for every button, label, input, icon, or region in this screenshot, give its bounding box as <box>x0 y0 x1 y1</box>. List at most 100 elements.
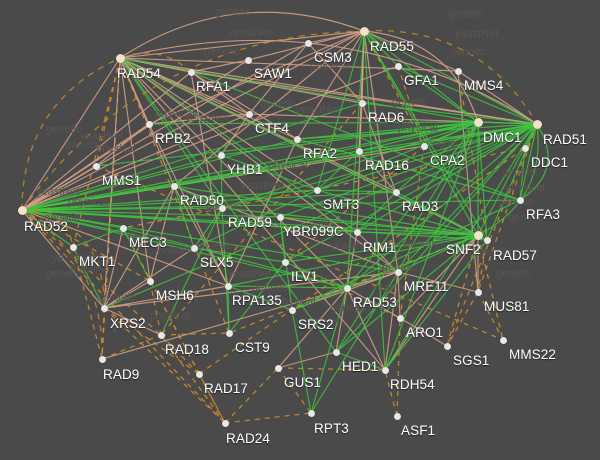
graph-node-rfa3[interactable] <box>516 196 524 204</box>
node-label-yhb1[interactable]: YHB1 <box>227 162 263 177</box>
node-label-smt3[interactable]: SMT3 <box>323 197 360 212</box>
graph-node-rad57[interactable] <box>483 236 491 244</box>
graph-node-rdh54[interactable] <box>381 366 389 374</box>
graph-node-ddc1[interactable] <box>521 144 529 152</box>
node-label-xrs2[interactable]: XRS2 <box>110 316 146 331</box>
graph-node-dmc1[interactable] <box>473 117 483 127</box>
graph-node-srs2[interactable] <box>288 306 296 314</box>
node-label-saw1[interactable]: SAW1 <box>254 66 293 81</box>
node-label-mms22[interactable]: MMS22 <box>509 347 557 362</box>
graph-node-rfa2[interactable] <box>293 135 301 143</box>
graph-node-xrs2[interactable] <box>100 304 108 312</box>
node-label-rad3[interactable]: RAD3 <box>402 199 439 214</box>
graph-node-snf2[interactable] <box>473 230 483 240</box>
graph-node-mms22[interactable] <box>499 336 507 344</box>
graph-node-slx5[interactable] <box>190 244 198 252</box>
graph-node-mre11[interactable] <box>394 268 402 276</box>
node-label-rad52[interactable]: RAD52 <box>24 219 69 234</box>
graph-node-hed1[interactable] <box>332 348 340 356</box>
node-label-ctf4[interactable]: CTF4 <box>255 121 290 136</box>
graph-node-ctf4[interactable] <box>245 110 253 118</box>
graph-node-rad51[interactable] <box>532 119 542 129</box>
node-label-rad6[interactable]: RAD6 <box>368 110 405 125</box>
graph-node-rad9[interactable] <box>98 355 106 363</box>
node-label-rad54[interactable]: RAD54 <box>117 66 162 81</box>
graph-node-rad55[interactable] <box>359 26 369 36</box>
node-label-mms1[interactable]: MMS1 <box>102 173 142 188</box>
node-label-cpa2[interactable]: CPA2 <box>430 153 465 168</box>
graph-node-rad3[interactable] <box>392 188 400 196</box>
graph-node-rad59[interactable] <box>218 204 226 212</box>
graph-node-rfa1[interactable] <box>187 68 195 76</box>
node-label-rim1[interactable]: RIM1 <box>363 240 396 255</box>
graph-node-yhb1[interactable] <box>217 151 225 159</box>
graph-node-rpt3[interactable] <box>307 409 315 417</box>
graph-node-rad16[interactable] <box>355 147 363 155</box>
graph-node-rad18[interactable] <box>157 331 165 339</box>
node-label-rad55[interactable]: RAD55 <box>370 39 415 54</box>
node-label-asf1[interactable]: ASF1 <box>401 423 436 438</box>
node-label-rad50[interactable]: RAD50 <box>180 193 225 208</box>
graph-node-rad50[interactable] <box>170 182 178 190</box>
node-label-rdh54[interactable]: RDH54 <box>390 377 435 392</box>
node-label-rad24[interactable]: RAD24 <box>226 431 271 446</box>
graph-node-ilv1[interactable] <box>281 258 289 266</box>
node-label-rad16[interactable]: RAD16 <box>365 158 410 173</box>
graph-node-mus81[interactable] <box>474 288 482 296</box>
graph-node-asf1[interactable] <box>393 412 401 420</box>
graph-node-mms4[interactable] <box>454 67 462 75</box>
graph-node-cst9[interactable] <box>225 329 233 337</box>
graph-node-saw1[interactable] <box>244 56 252 64</box>
node-label-mkt1[interactable]: MKT1 <box>79 254 116 269</box>
graph-node-rad53[interactable] <box>343 284 351 292</box>
node-label-rfa2[interactable]: RFA2 <box>303 146 338 161</box>
node-label-mre11[interactable]: MRE11 <box>404 279 449 294</box>
node-label-sgs1[interactable]: SGS1 <box>453 353 490 368</box>
graph-node-ybr099c[interactable] <box>276 213 284 221</box>
node-label-cst9[interactable]: CST9 <box>235 340 270 355</box>
node-label-hed1[interactable]: HED1 <box>342 359 379 374</box>
graph-node-mkt1[interactable] <box>69 243 77 251</box>
node-label-msh6[interactable]: MSH6 <box>156 288 194 303</box>
node-label-rfa1[interactable]: RFA1 <box>196 79 231 94</box>
node-label-gus1[interactable]: GUS1 <box>284 375 322 390</box>
graph-node-rim1[interactable] <box>353 228 361 236</box>
node-label-rad51[interactable]: RAD51 <box>543 132 588 147</box>
graph-node-rad24[interactable] <box>221 419 229 427</box>
node-label-rpb2[interactable]: RPB2 <box>155 131 191 146</box>
node-label-rpt3[interactable]: RPT3 <box>314 421 349 436</box>
graph-node-rad17[interactable] <box>195 370 203 378</box>
node-label-rad18[interactable]: RAD18 <box>165 342 210 357</box>
node-label-rfa3[interactable]: RFA3 <box>526 207 561 222</box>
node-label-rad9[interactable]: RAD9 <box>103 367 140 382</box>
graph-node-rad54[interactable] <box>115 53 125 63</box>
node-label-rad17[interactable]: RAD17 <box>204 381 249 396</box>
graph-node-smt3[interactable] <box>313 186 321 194</box>
node-label-slx5[interactable]: SLX5 <box>200 255 234 270</box>
node-label-rad57[interactable]: RAD57 <box>493 248 538 263</box>
node-label-aro1[interactable]: ARO1 <box>406 325 444 340</box>
node-label-mec3[interactable]: MEC3 <box>129 235 167 250</box>
node-label-rad53[interactable]: RAD53 <box>353 295 398 310</box>
node-label-srs2[interactable]: SRS2 <box>298 317 334 332</box>
graph-node-rpb2[interactable] <box>145 120 153 128</box>
node-label-rad59[interactable]: RAD59 <box>228 215 273 230</box>
node-label-rpa135[interactable]: RPA135 <box>232 293 282 308</box>
graph-node-msh6[interactable] <box>146 277 154 285</box>
graph-node-mec3[interactable] <box>119 224 127 232</box>
node-label-ddc1[interactable]: DDC1 <box>531 155 569 170</box>
graph-node-rpa135[interactable] <box>224 282 232 290</box>
node-label-mus81[interactable]: MUS81 <box>484 299 530 314</box>
node-label-snf2[interactable]: SNF2 <box>446 242 481 257</box>
graph-node-cpa2[interactable] <box>420 142 428 150</box>
node-label-ilv1[interactable]: ILV1 <box>291 269 319 284</box>
graph-node-gfa1[interactable] <box>394 62 402 70</box>
node-label-ybr099c[interactable]: YBR099C <box>283 224 344 239</box>
node-label-csm3[interactable]: CSM3 <box>314 50 352 65</box>
graph-node-mms1[interactable] <box>92 162 100 170</box>
graph-node-csm3[interactable] <box>304 39 312 47</box>
graph-node-sgs1[interactable] <box>443 342 451 350</box>
node-label-dmc1[interactable]: DMC1 <box>483 130 522 145</box>
